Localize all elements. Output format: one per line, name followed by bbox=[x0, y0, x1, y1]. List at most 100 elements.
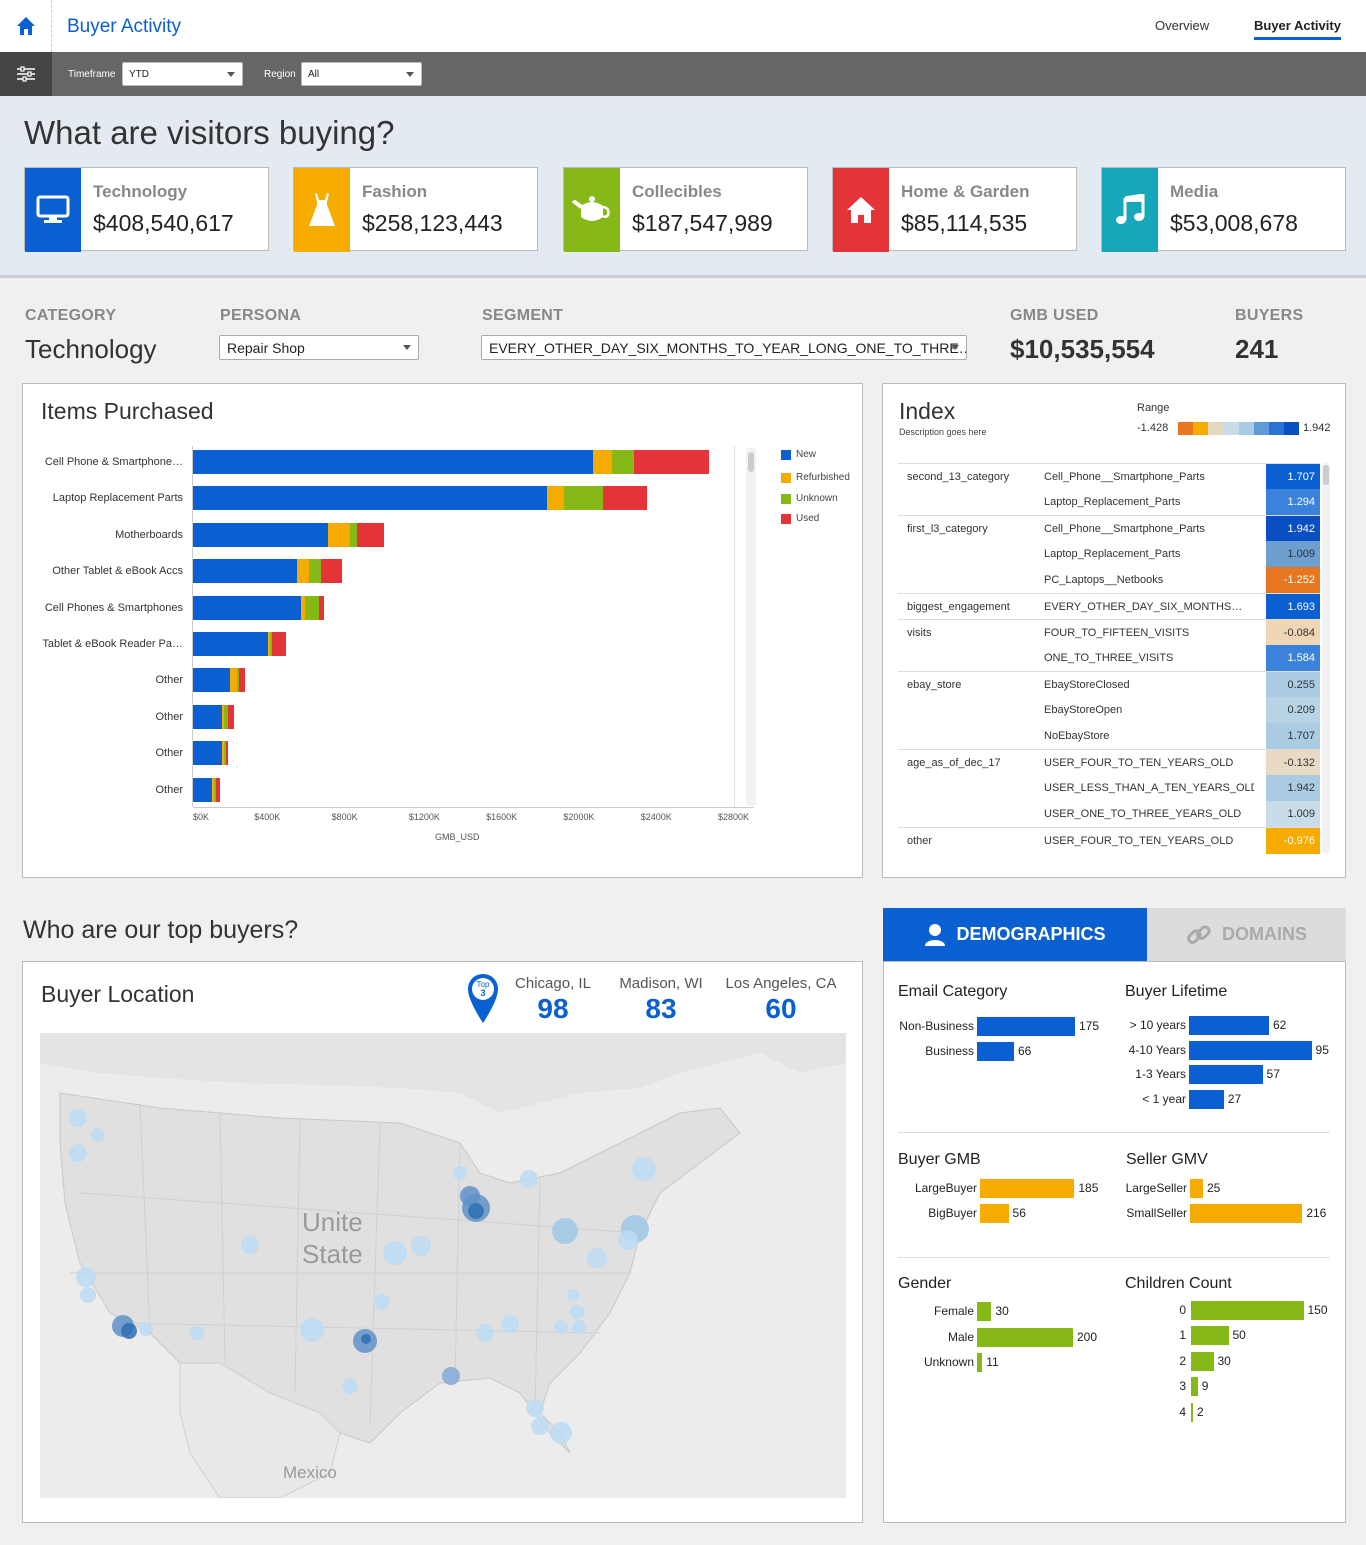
demo-bar[interactable] bbox=[977, 1017, 1075, 1036]
demo-bar[interactable] bbox=[980, 1179, 1075, 1198]
demo-bar[interactable] bbox=[1189, 1040, 1312, 1060]
nav-buyer-activity[interactable]: Buyer Activity bbox=[1254, 18, 1341, 40]
bar-segment-refurbished[interactable] bbox=[328, 522, 350, 547]
bar-segment-unknown[interactable] bbox=[612, 450, 634, 474]
timeframe-select[interactable]: YTD bbox=[122, 62, 243, 86]
buyer-location-dot[interactable] bbox=[526, 1399, 544, 1417]
index-row[interactable]: Laptop_Replacement_Parts 1.294 bbox=[898, 489, 1320, 515]
bar-segment-used[interactable] bbox=[216, 777, 221, 802]
nav-overview[interactable]: Overview bbox=[1155, 18, 1210, 33]
bar-segment-unknown[interactable] bbox=[223, 704, 228, 729]
buyer-location-dot[interactable] bbox=[618, 1230, 638, 1250]
bar-segment-refurbished[interactable] bbox=[297, 559, 309, 584]
buyer-location-dot[interactable] bbox=[374, 1294, 390, 1310]
buyer-location-dot[interactable] bbox=[69, 1109, 87, 1127]
bar-segment-refurbished[interactable] bbox=[592, 450, 613, 474]
bar-segment-refurbished[interactable] bbox=[301, 595, 306, 620]
bar-segment-unknown[interactable] bbox=[308, 559, 321, 584]
bar-segment-unknown[interactable] bbox=[214, 777, 217, 802]
bar-segment-unknown[interactable] bbox=[563, 486, 603, 511]
buyer-location-dot[interactable] bbox=[300, 1318, 324, 1342]
bar-segment-new[interactable] bbox=[193, 559, 298, 584]
buyer-map[interactable]: Unite State Mexico bbox=[40, 1033, 846, 1498]
bar-segment-new[interactable] bbox=[193, 741, 222, 766]
demo-bar[interactable] bbox=[1191, 1351, 1214, 1371]
buyer-location-dot[interactable] bbox=[91, 1128, 105, 1142]
buyer-location-dot[interactable] bbox=[570, 1305, 584, 1319]
index-row[interactable]: EbayStoreOpen 0.209 bbox=[898, 697, 1320, 723]
bar-segment-refurbished[interactable] bbox=[212, 777, 215, 802]
bar-segment-used[interactable] bbox=[239, 668, 246, 693]
index-row[interactable]: first_l3_category Cell_Phone__Smartphone_… bbox=[898, 515, 1320, 542]
buyer-location-dot[interactable] bbox=[572, 1320, 586, 1334]
bar-segment-refurbished[interactable] bbox=[268, 632, 271, 656]
index-row[interactable]: other USER_FOUR_TO_TEN_YEARS_OLD -0.976 bbox=[898, 827, 1320, 854]
buyer-location-dot[interactable] bbox=[531, 1417, 549, 1435]
buyer-location-dot[interactable] bbox=[139, 1322, 153, 1336]
buyer-location-dot[interactable] bbox=[468, 1203, 484, 1219]
bar-segment-refurbished[interactable] bbox=[546, 486, 564, 511]
index-scrollbar[interactable] bbox=[1322, 463, 1330, 853]
buyer-location-dot[interactable] bbox=[554, 1320, 568, 1334]
bar-segment-used[interactable] bbox=[318, 595, 325, 620]
bar-segment-new[interactable] bbox=[193, 486, 547, 511]
home-button[interactable] bbox=[0, 0, 52, 52]
index-row[interactable]: biggest_engagement EVERY_OTHER_DAY_SIX_MO… bbox=[898, 593, 1320, 620]
index-row[interactable]: ONE_TO_THREE_VISITS 1.584 bbox=[898, 645, 1320, 671]
bar-segment-refurbished[interactable] bbox=[221, 704, 224, 729]
bar-segment-used[interactable] bbox=[227, 704, 234, 729]
segment-select[interactable]: EVERY_OTHER_DAY_SIX_MONTHS_TO_YEAR_LONG_… bbox=[481, 335, 967, 360]
buyer-location-dot[interactable] bbox=[520, 1170, 538, 1188]
demo-bar[interactable] bbox=[1190, 1204, 1303, 1223]
bar-segment-used[interactable] bbox=[272, 632, 286, 656]
bar-segment-used[interactable] bbox=[320, 559, 342, 584]
buyer-location-dot[interactable] bbox=[342, 1378, 358, 1394]
index-row[interactable]: Laptop_Replacement_Parts 1.009 bbox=[898, 541, 1320, 567]
demo-bar[interactable] bbox=[1191, 1326, 1229, 1346]
buyer-location-dot[interactable] bbox=[453, 1166, 467, 1180]
demo-bar[interactable] bbox=[1190, 1179, 1203, 1198]
demo-bar[interactable] bbox=[977, 1042, 1014, 1061]
demo-bar[interactable] bbox=[977, 1302, 992, 1321]
buyer-location-dot[interactable] bbox=[383, 1241, 407, 1265]
category-card-media[interactable]: Media $53,008,678 bbox=[1101, 167, 1346, 252]
demo-bar[interactable] bbox=[977, 1353, 983, 1372]
bar-segment-unknown[interactable] bbox=[223, 741, 226, 766]
bar-segment-refurbished[interactable] bbox=[221, 741, 224, 766]
index-row[interactable]: USER_ONE_TO_THREE_YEARS_OLD 1.009 bbox=[898, 801, 1320, 827]
buyer-location-dot[interactable] bbox=[632, 1157, 656, 1181]
category-card-home-garden[interactable]: Home & Garden $85,114,535 bbox=[832, 167, 1077, 252]
buyer-location-dot[interactable] bbox=[476, 1324, 494, 1342]
buyer-location-dot[interactable] bbox=[190, 1326, 204, 1340]
index-row[interactable]: ebay_store EbayStoreClosed 0.255 bbox=[898, 671, 1320, 698]
tab-demographics[interactable]: DEMOGRAPHICS bbox=[883, 908, 1147, 961]
bar-segment-unknown[interactable] bbox=[237, 668, 240, 693]
index-row[interactable]: second_13_category Cell_Phone__Smartphone… bbox=[898, 463, 1320, 490]
legend-item-unknown[interactable]: Unknown bbox=[781, 493, 838, 504]
scrollbar-thumb[interactable] bbox=[748, 452, 754, 472]
index-row[interactable]: PC_Laptops__Netbooks -1.252 bbox=[898, 567, 1320, 593]
buyer-location-dot[interactable] bbox=[587, 1248, 607, 1268]
persona-select[interactable]: Repair Shop bbox=[219, 335, 419, 360]
bar-segment-used[interactable] bbox=[357, 522, 385, 547]
bar-segment-unknown[interactable] bbox=[305, 595, 319, 620]
filter-menu-button[interactable] bbox=[0, 52, 52, 96]
tab-domains[interactable]: DOMAINS bbox=[1147, 908, 1346, 961]
demo-bar[interactable] bbox=[1189, 1016, 1269, 1035]
scrollbar-thumb[interactable] bbox=[1323, 465, 1329, 485]
bar-segment-unknown[interactable] bbox=[349, 522, 358, 547]
bar-segment-new[interactable] bbox=[193, 450, 593, 474]
bar-segment-new[interactable] bbox=[193, 632, 269, 656]
buyer-location-dot[interactable] bbox=[80, 1287, 96, 1303]
demo-bar[interactable] bbox=[977, 1327, 1073, 1347]
chart-scrollbar[interactable] bbox=[746, 448, 756, 806]
buyer-location-dot[interactable] bbox=[76, 1267, 96, 1287]
index-row[interactable]: age_as_of_dec_17 USER_FOUR_TO_TEN_YEARS_O… bbox=[898, 749, 1320, 776]
category-card-technology[interactable]: Technology $408,540,617 bbox=[24, 167, 269, 252]
buyer-location-dot[interactable] bbox=[442, 1367, 460, 1385]
buyer-location-dot[interactable] bbox=[361, 1334, 371, 1344]
buyer-location-dot[interactable] bbox=[501, 1315, 519, 1333]
legend-item-used[interactable]: Used bbox=[781, 513, 819, 524]
bar-segment-used[interactable] bbox=[225, 741, 228, 766]
bar-segment-new[interactable] bbox=[193, 668, 230, 693]
